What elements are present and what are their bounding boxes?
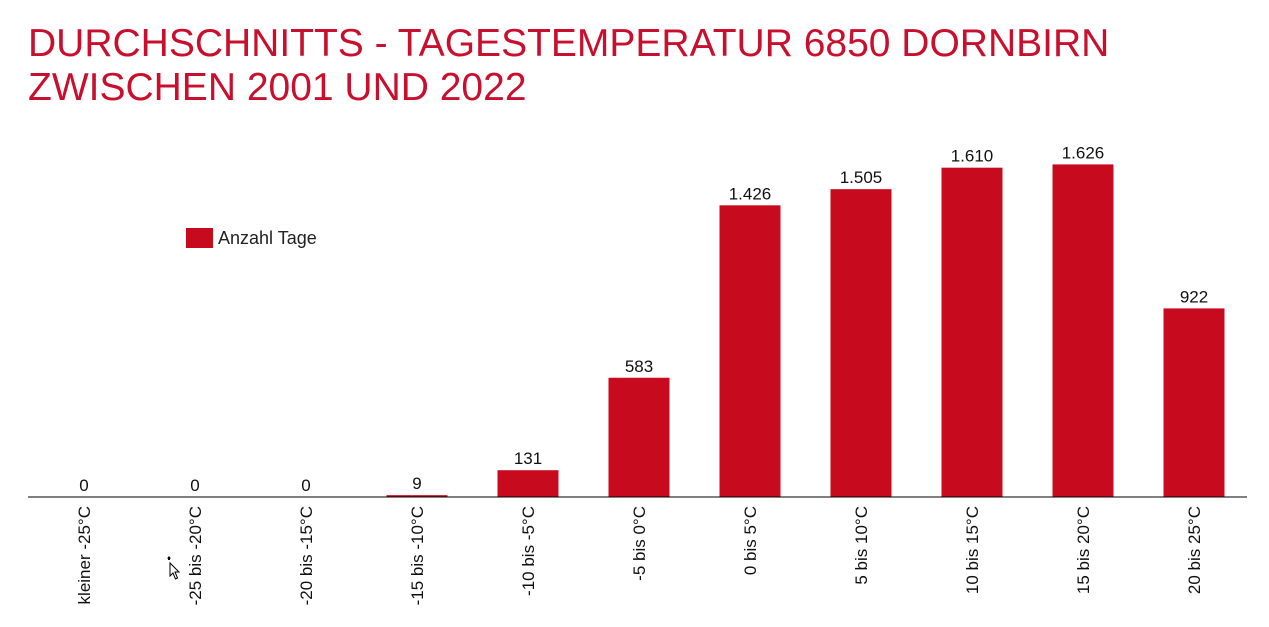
- value-label-10: 922: [1180, 287, 1208, 306]
- value-label-1: 0: [190, 476, 199, 495]
- value-label-8: 1.610: [951, 147, 994, 166]
- value-label-9: 1.626: [1062, 143, 1105, 162]
- value-label-6: 1.426: [729, 184, 772, 203]
- legend-swatch: [186, 228, 213, 248]
- bar-6: [719, 205, 781, 497]
- legend-label: Anzahl Tage: [218, 228, 317, 248]
- bar-4: [497, 470, 559, 497]
- category-label-3: -15 bis -10°C: [408, 506, 427, 605]
- category-label-6: 0 bis 5°C: [741, 506, 760, 575]
- bar-7: [830, 189, 892, 497]
- category-label-1: -25 bis -20°C: [186, 506, 205, 605]
- chart-title: DURCHSCHNITTS - TAGESTEMPERATUR 6850 DOR…: [28, 22, 1109, 110]
- move-cursor-icon: [167, 556, 181, 580]
- value-label-2: 0: [301, 476, 310, 495]
- category-label-8: 10 bis 15°C: [963, 506, 982, 594]
- value-label-4: 131: [514, 449, 542, 468]
- category-label-9: 15 bis 20°C: [1074, 506, 1093, 594]
- bars-group: [386, 164, 1225, 497]
- bar-8: [941, 167, 1003, 497]
- bar-3: [386, 495, 448, 497]
- chart-title-line-2: ZWISCHEN 2001 UND 2022: [28, 66, 527, 109]
- category-label-4: -10 bis -5°C: [519, 506, 538, 596]
- value-labels-group: 0 0 0 9 131 583 1.426 1.505 1.610 1.626 922: [79, 143, 1208, 495]
- value-label-7: 1.505: [840, 168, 883, 187]
- chart-title-line-1: DURCHSCHNITTS - TAGESTEMPERATUR 6850 DOR…: [28, 22, 1110, 65]
- category-labels-group: kleiner -25°C -25 bis -20°C -20 bis -15°C -…: [75, 506, 1204, 605]
- bar-9: [1052, 164, 1114, 497]
- category-label-2: -20 bis -15°C: [297, 506, 316, 605]
- category-label-7: 5 bis 10°C: [852, 506, 871, 585]
- category-label-5: -5 bis 0°C: [630, 506, 649, 581]
- value-label-5: 583: [625, 357, 653, 376]
- category-label-0: kleiner -25°C: [75, 506, 94, 604]
- bar-5: [608, 377, 670, 497]
- value-label-0: 0: [79, 476, 88, 495]
- category-label-10: 20 bis 25°C: [1185, 506, 1204, 594]
- bar-10: [1163, 308, 1225, 497]
- value-label-3: 9: [412, 474, 421, 493]
